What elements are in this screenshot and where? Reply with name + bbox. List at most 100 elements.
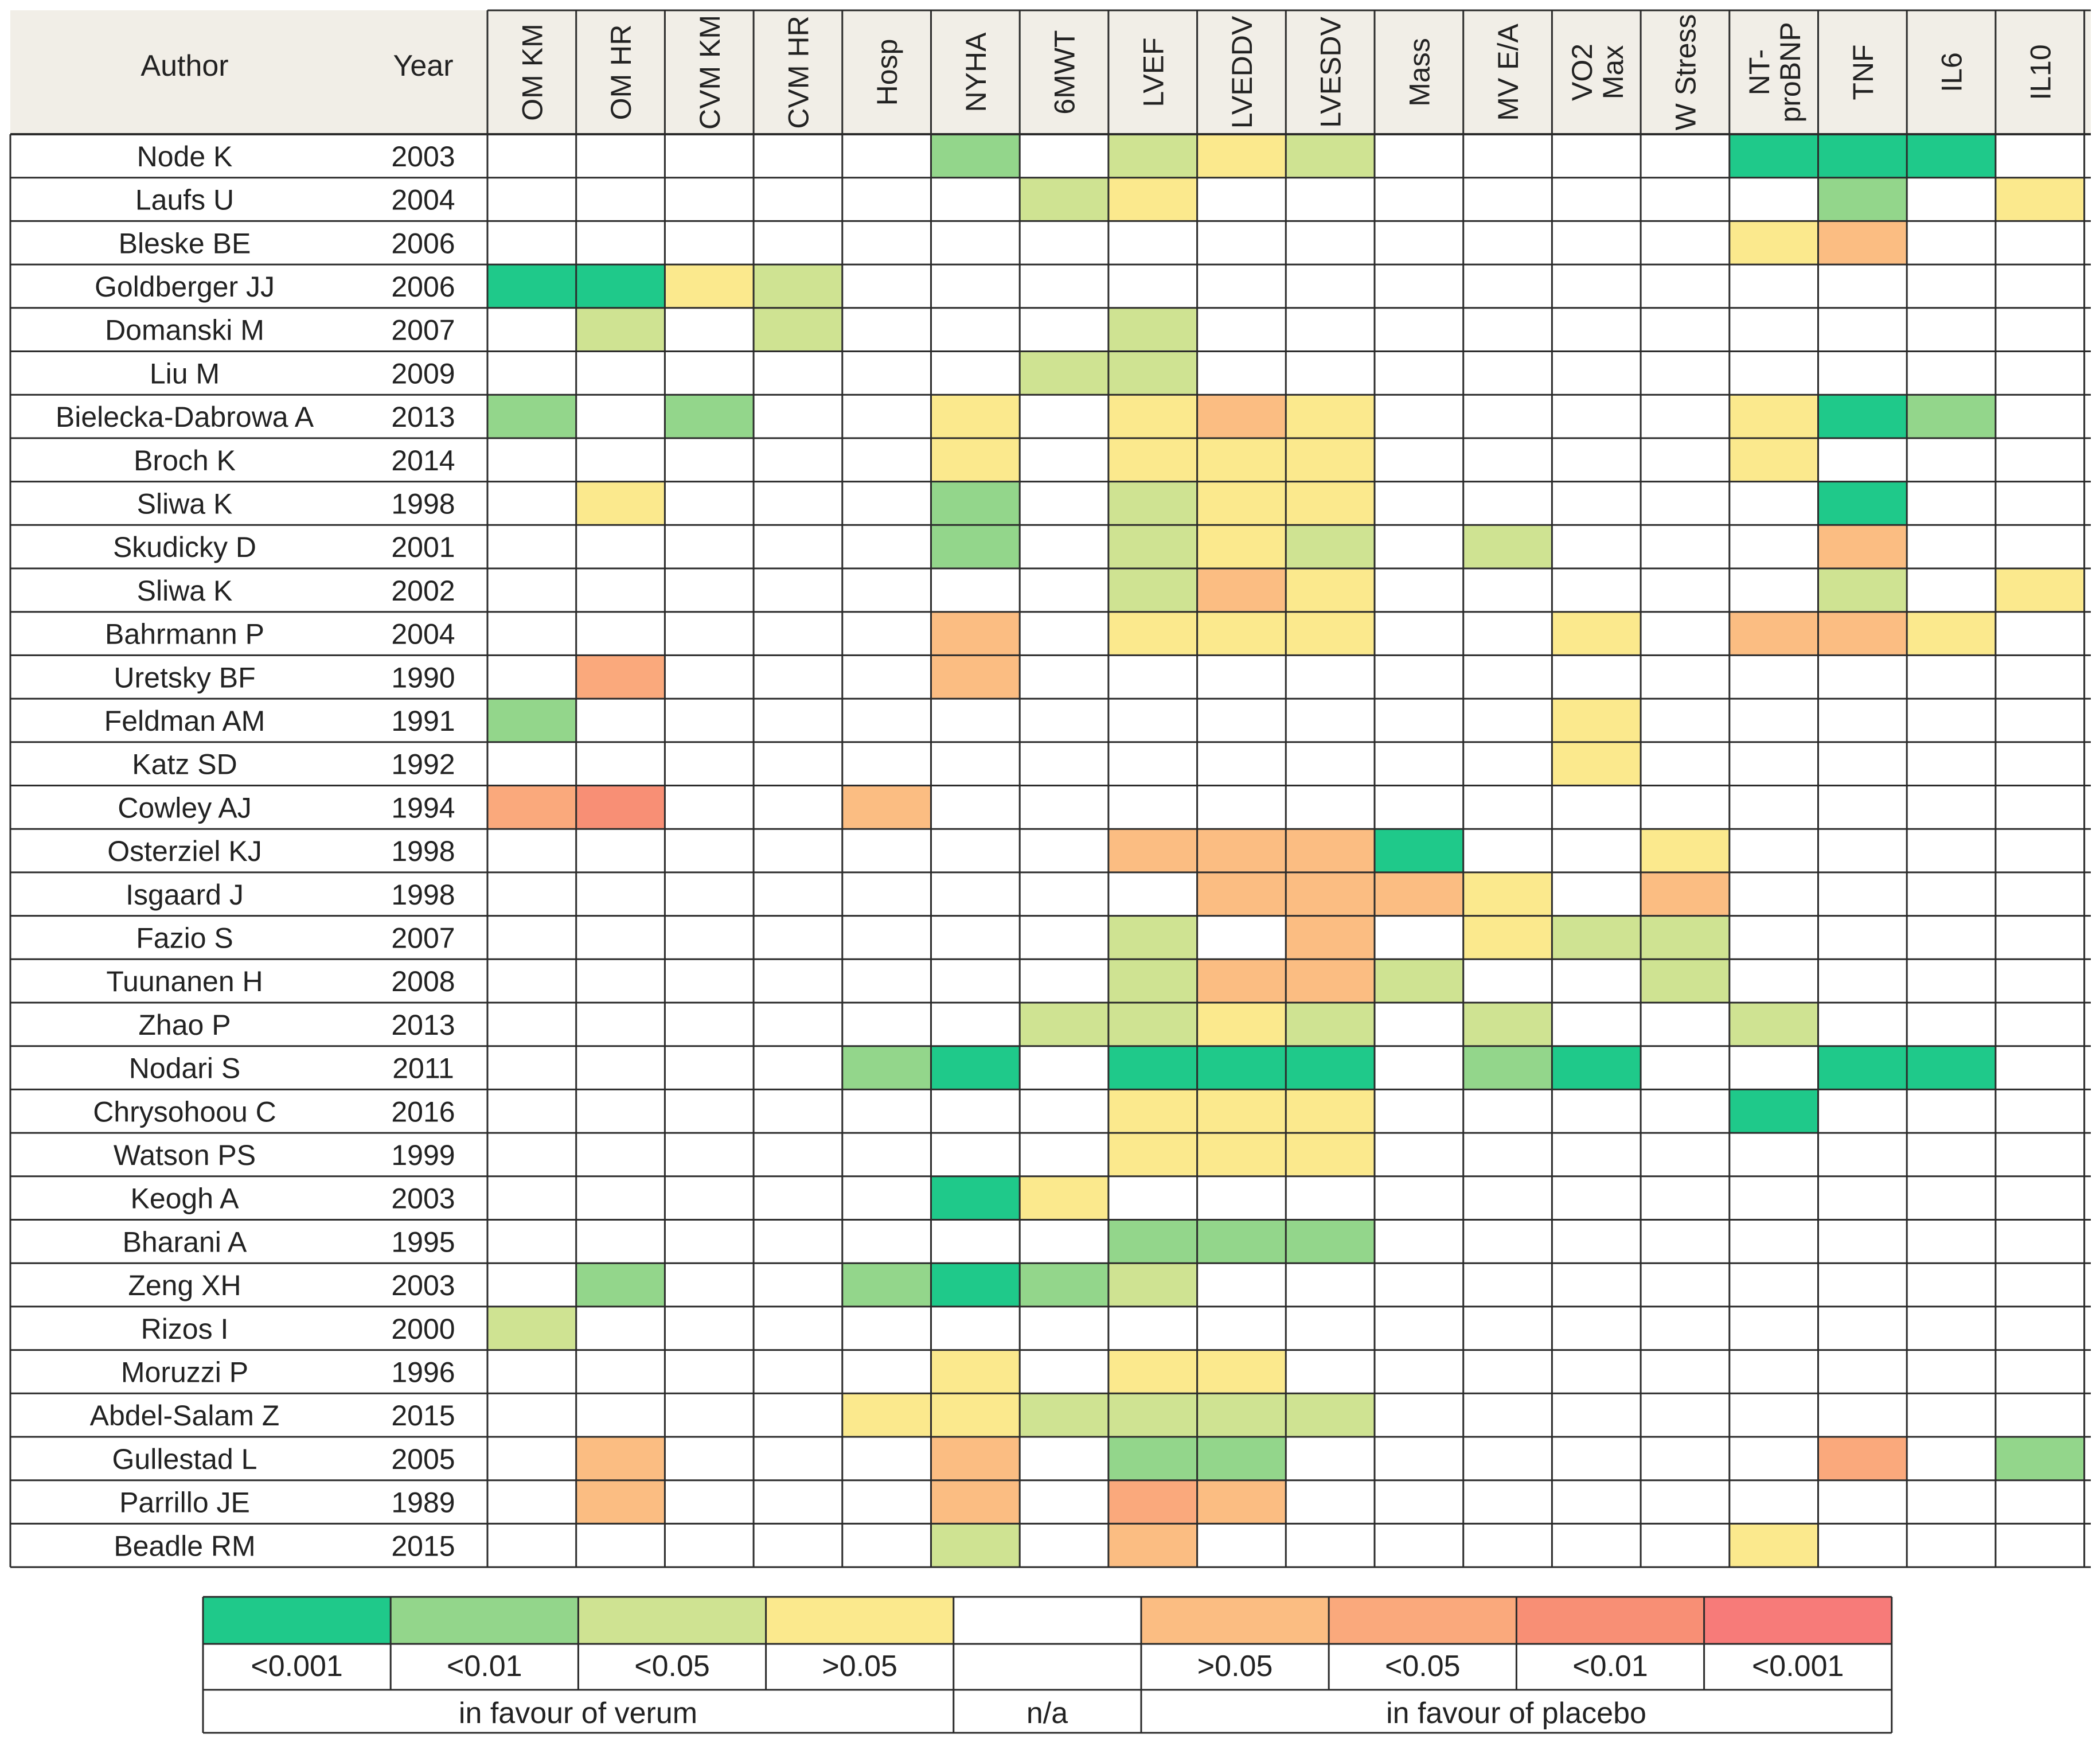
column-header: Mass	[1403, 38, 1435, 106]
heatmap-cell	[931, 655, 1020, 699]
heatmap-cell	[1818, 395, 1907, 438]
heatmap-cell	[1995, 568, 2085, 612]
heatmap-cell	[487, 699, 576, 742]
heatmap-cell	[576, 785, 665, 829]
heatmap-cell	[1197, 134, 1286, 178]
heatmap-cell	[1108, 1219, 1197, 1264]
heatmap-cell	[1729, 395, 1818, 438]
heatmap-cell	[1108, 481, 1197, 525]
heatmap-cell	[1641, 915, 1730, 960]
heatmap-cell	[1286, 1046, 1375, 1090]
grid-lines	[9, 9, 2091, 1568]
heatmap-cell	[1197, 959, 1286, 1003]
author-label: Osterziel KJ	[107, 835, 262, 867]
heatmap-cell	[931, 525, 1020, 568]
author-label: Bharani A	[123, 1226, 247, 1258]
year-label: 1995	[391, 1226, 455, 1258]
column-header: IL6	[1936, 52, 1968, 92]
heatmap-cell	[1818, 568, 1907, 612]
heatmap-cell	[1108, 1003, 1197, 1046]
author-label: Keogh A	[130, 1183, 239, 1215]
heatmap-cell	[1818, 134, 1907, 178]
heatmap-cell	[1197, 1393, 1286, 1437]
heatmap-cell	[842, 1263, 931, 1307]
heatmap-cell	[487, 785, 576, 829]
heatmap-cell	[1108, 351, 1197, 395]
heatmap-cell	[931, 1523, 1020, 1568]
heatmap-cell	[1907, 1046, 1996, 1090]
heatmap-cell	[1108, 525, 1197, 568]
heatmap-cell	[931, 1350, 1020, 1394]
heatmap-cell	[1552, 611, 1641, 656]
author-label: Bahrmann P	[105, 618, 264, 650]
year-label: 2002	[391, 575, 455, 607]
author-label: Zeng XH	[128, 1269, 241, 1301]
heatmap-cell	[1108, 568, 1197, 612]
heatmap-cell	[1552, 742, 1641, 786]
year-label: 2014	[391, 445, 455, 477]
heatmap-cell	[576, 264, 665, 308]
heatmap-cell	[487, 395, 576, 438]
column-header: CVM HR	[782, 15, 814, 128]
heatmap-cell	[1286, 1003, 1375, 1046]
heatmap-cell	[1286, 134, 1375, 178]
heatmap-cell	[842, 785, 931, 829]
heatmap-cell	[576, 307, 665, 352]
heatmap-cell	[931, 134, 1020, 178]
legend-swatch	[1704, 1597, 1892, 1644]
legend-label: <0.05	[1385, 1650, 1461, 1683]
heatmap-cell	[1197, 525, 1286, 568]
column-header: 6MWT	[1049, 30, 1081, 114]
heatmap-cell	[931, 481, 1020, 525]
legend-swatch	[766, 1597, 954, 1644]
heatmap-cell	[576, 481, 665, 525]
author-label: Moruzzi P	[121, 1356, 248, 1388]
heatmap-cell	[1197, 1219, 1286, 1264]
legend-swatch	[1516, 1597, 1704, 1644]
heatmap-cell	[1286, 611, 1375, 656]
heatmap-cell	[1108, 395, 1197, 438]
labels: Author Year OM KM OM HR CVM KM CVM HR Hosp NY…	[56, 14, 2056, 1562]
heatmap-cell	[1818, 1437, 1907, 1480]
heatmap-cell	[576, 655, 665, 699]
author-label: Bielecka-Dabrowa A	[56, 401, 314, 433]
heatmap-cell	[1729, 1003, 1818, 1046]
heatmap-cell	[1108, 1480, 1197, 1524]
heatmap-cell	[1375, 829, 1463, 872]
heatmap-cell	[1108, 1089, 1197, 1133]
author-label: Goldberger JJ	[95, 271, 275, 303]
legend-label: <0.01	[1572, 1650, 1648, 1683]
year-label: 1998	[391, 835, 455, 867]
heatmap-cell	[1729, 134, 1818, 178]
heatmap-cell	[1286, 1089, 1375, 1133]
heatmap-cell	[1197, 1133, 1286, 1176]
column-header: LVESDV	[1315, 17, 1347, 128]
legend: in favour of verum n/a in favour of plac…	[202, 1596, 1893, 1734]
author-label: Feldman AM	[104, 705, 266, 737]
heatmap-cell	[576, 1263, 665, 1307]
heatmap-cell	[1020, 1176, 1108, 1220]
author-label: Rizos I	[141, 1313, 229, 1345]
heatmap-cell	[1729, 611, 1818, 656]
author-label: Abdel-Salam Z	[90, 1400, 280, 1432]
year-label: 1998	[391, 879, 455, 911]
heatmap-cell	[931, 1176, 1020, 1220]
heatmap-cell	[1286, 568, 1375, 612]
year-label: 1994	[391, 792, 455, 824]
author-label: Cowley AJ	[118, 792, 251, 824]
author-label: Bleske BE	[119, 227, 251, 259]
heatmap-cell	[1818, 177, 1907, 221]
author-label: Chrysohoou C	[93, 1096, 276, 1128]
heatmap-cell	[931, 395, 1020, 438]
author-label: Zhao P	[138, 1009, 231, 1041]
heatmap-cell	[1197, 481, 1286, 525]
heatmap-cell	[931, 1393, 1020, 1437]
heatmap-cell	[1108, 177, 1197, 221]
year-label: 1996	[391, 1356, 455, 1388]
legend-label: >0.05	[1197, 1650, 1273, 1683]
column-header: NYHA	[960, 32, 992, 112]
year-label: 1999	[391, 1139, 455, 1171]
heatmap-cell	[1108, 829, 1197, 872]
year-label: 2004	[391, 184, 455, 216]
heatmap-cell	[1197, 1003, 1286, 1046]
